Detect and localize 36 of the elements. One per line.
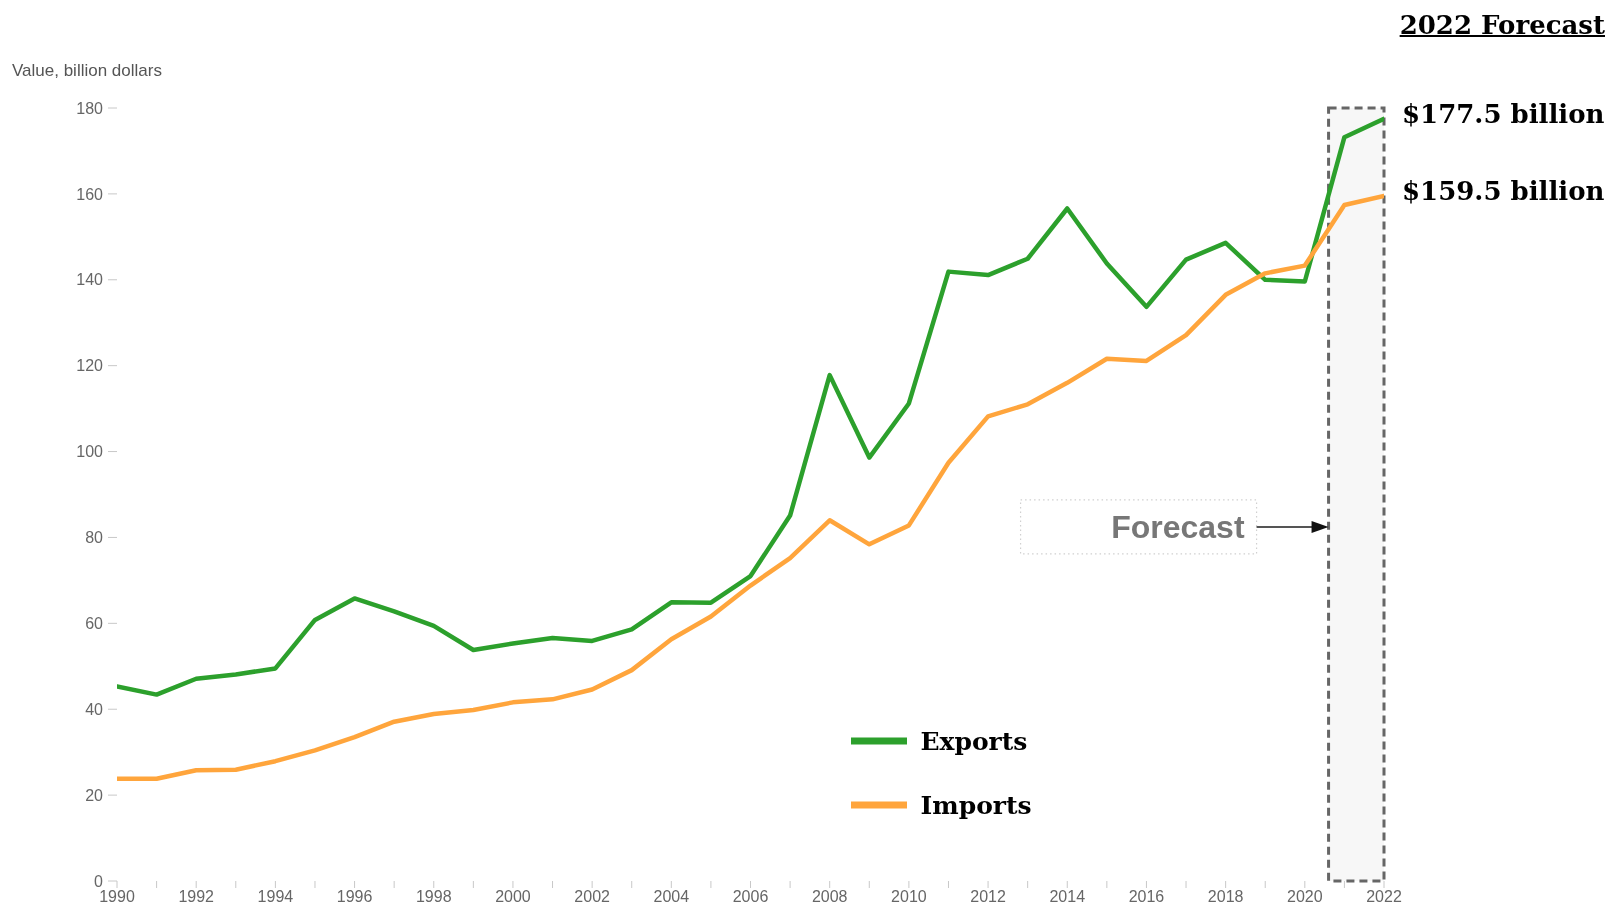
x-tick-label: 2022 [1366,888,1402,906]
y-tick-label: 100 [76,443,104,461]
x-tick-label: 2016 [1128,888,1165,906]
x-tick-label: 2018 [1207,888,1244,906]
line-series [117,193,1384,782]
line-series [117,116,1384,697]
y-tick-label: 0 [94,872,104,890]
x-tick-label: 2000 [495,888,531,906]
annotation: $159.5 billion [1402,176,1605,207]
x-tick-label: 2002 [574,888,611,906]
y-tick-label: 180 [76,99,104,117]
text: 2022 Forecast [1399,10,1605,40]
y-tick-label: 80 [85,529,104,547]
y-tick-label: 140 [76,271,104,289]
y-axis-title: Value, billion dollars [12,61,162,81]
annotation: $177.5 billion [1402,98,1605,129]
x-tick-label: 2012 [970,888,1006,906]
x-tick-label: 1992 [178,888,215,906]
x-tick-label: 1996 [336,888,373,906]
legend-label: Imports [920,790,1032,820]
y-tick-label: 120 [76,357,104,375]
x-tick-label: 1990 [99,888,135,906]
x-tick-label: 2020 [1287,888,1323,906]
x-tick-label: 2006 [732,888,769,906]
y-tick-label: 160 [76,185,104,203]
legend-label: Exports [920,726,1028,756]
x-tick-label: 1998 [415,888,452,906]
x-tick-label: 2010 [891,888,927,906]
x-tick-label: 1994 [257,888,294,906]
y-tick-label: 60 [85,615,104,633]
y-tick-label: 40 [85,700,104,718]
band-label: Forecast [1111,508,1245,545]
x-tick-label: 2008 [811,888,848,906]
x-tick-label: 2014 [1049,888,1086,906]
x-tick-label: 2004 [653,888,690,906]
y-tick-label: 20 [85,786,104,804]
